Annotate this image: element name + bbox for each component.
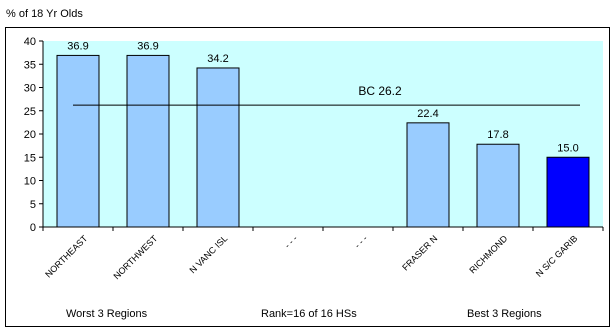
chart-frame [5, 27, 610, 327]
bar [196, 67, 240, 228]
x-category-label: - - - [282, 233, 299, 250]
footer-best-regions: Best 3 Regions [467, 308, 542, 320]
x-category-label: RICHMOND [467, 233, 509, 275]
y-tick-label: 0 [30, 222, 36, 234]
bar-value-label: 36.9 [67, 40, 88, 52]
x-category-label: N VANC ISL [187, 233, 229, 275]
y-tick-label: 20 [24, 129, 36, 141]
bar [126, 54, 170, 228]
y-tick-label: 35 [24, 59, 36, 71]
x-category-label: NORTHEAST [43, 233, 90, 280]
bar-value-label: 17.8 [487, 129, 508, 141]
x-category-label: FRASER N [400, 233, 439, 272]
footer-worst-regions: Worst 3 Regions [66, 308, 148, 320]
bar-value-label: 15.0 [557, 142, 578, 154]
x-category-label: - - - [352, 233, 369, 250]
footer-rank: Rank=16 of 16 HSs [261, 308, 357, 320]
x-category-label: N S/C GARIB [534, 233, 580, 279]
y-tick-label: 30 [24, 83, 36, 95]
bar [476, 143, 520, 228]
reference-line-label: BC 26.2 [358, 84, 402, 98]
y-tick-label: 40 [24, 36, 36, 48]
y-tick-label: 10 [24, 176, 36, 188]
bar-value-label: 22.4 [417, 108, 438, 120]
x-category-label: NORTHWEST [111, 233, 159, 281]
bar-value-label: 34.2 [207, 53, 228, 65]
y-tick-label: 5 [30, 199, 36, 211]
y-tick-label: 25 [24, 106, 36, 118]
bar [56, 54, 100, 228]
y-axis-title: % of 18 Yr Olds [6, 8, 83, 20]
y-tick-label: 15 [24, 152, 36, 164]
bar [546, 156, 590, 228]
bar-value-label: 36.9 [137, 40, 158, 52]
bar [406, 122, 450, 228]
